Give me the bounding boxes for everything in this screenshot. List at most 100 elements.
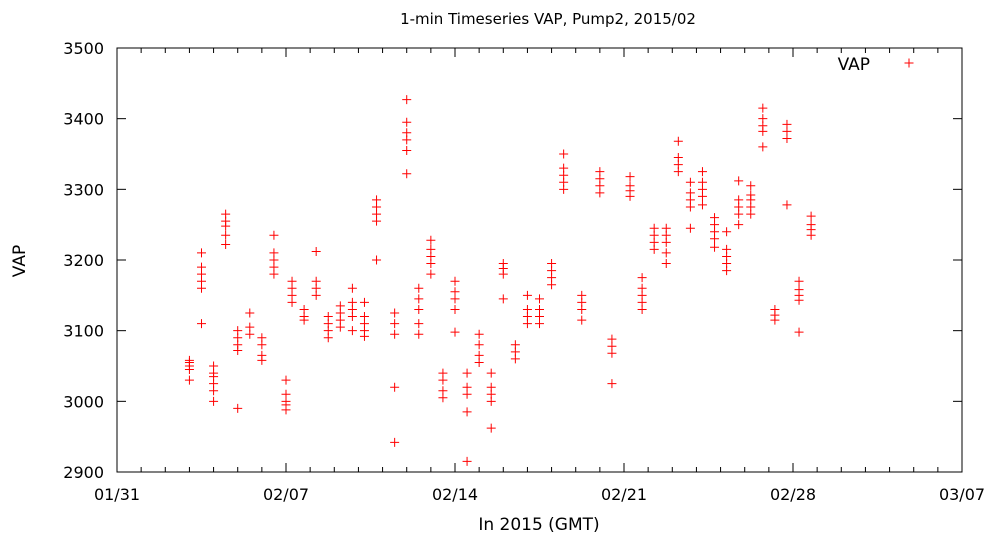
data-point [782, 200, 792, 210]
data-point [245, 308, 255, 318]
data-point [758, 103, 768, 113]
data-point [535, 319, 544, 329]
data-point [734, 209, 744, 219]
data-point [522, 290, 532, 300]
data-point [209, 396, 219, 406]
axes-layer: 2900 3000 3100 3200 3300 3400 3500 01/31 02/07 02… [63, 39, 985, 504]
data-point [462, 407, 472, 417]
data-point [577, 304, 587, 314]
plot-frame [116, 47, 963, 473]
data-point [607, 348, 617, 358]
x-tick-label: 02/21 [601, 485, 647, 504]
legend-marker-vap [904, 58, 914, 68]
data-point [221, 239, 231, 249]
data-point [209, 386, 219, 396]
data-point [722, 227, 732, 237]
data-point [758, 126, 768, 136]
y-tick-label: 3200 [63, 251, 104, 270]
data-point [299, 315, 309, 325]
data-point [221, 230, 231, 240]
data-point [746, 181, 756, 191]
legend-marker-symbol [904, 58, 914, 68]
data-point [287, 297, 297, 307]
x-tick-label: 02/28 [770, 485, 816, 504]
data-point [522, 319, 532, 329]
data-point [510, 354, 520, 364]
data-point [281, 405, 291, 415]
data-point [685, 223, 695, 233]
data-point [450, 294, 460, 304]
data-point [414, 283, 424, 293]
data-point [197, 248, 206, 258]
data-point [184, 365, 194, 375]
data-point [347, 283, 357, 293]
data-point [607, 379, 617, 389]
data-point [221, 221, 231, 231]
data-point [257, 340, 267, 350]
x-tick-label: 01/31 [94, 485, 140, 504]
data-point [197, 283, 206, 293]
data-point [426, 235, 436, 245]
data-point [595, 188, 605, 198]
data-point [535, 294, 544, 304]
data-point [559, 184, 569, 194]
data-point [402, 117, 412, 127]
y-tick-label: 3400 [63, 110, 104, 129]
y-axis-label: VAP [10, 245, 30, 277]
data-point [486, 423, 496, 433]
data-point [661, 259, 671, 269]
data-point [486, 396, 496, 406]
data-point [390, 319, 400, 329]
data-point [390, 329, 400, 339]
data-point [758, 142, 768, 152]
data-point [184, 355, 194, 365]
data-point [269, 230, 279, 240]
data-point [402, 135, 412, 145]
data-point [281, 375, 291, 385]
data-point [414, 319, 424, 329]
data-point [625, 191, 635, 201]
data-point [498, 269, 508, 279]
data-point [438, 375, 448, 385]
data-point [311, 290, 321, 300]
data-point [474, 357, 484, 367]
data-point [450, 304, 460, 314]
data-point [372, 216, 382, 226]
data-point [347, 326, 357, 336]
data-point [426, 259, 436, 269]
legend-label-vap: VAP [838, 55, 870, 75]
data-point [257, 355, 267, 365]
data-point [462, 456, 472, 466]
data-point [782, 133, 792, 143]
data-point [426, 269, 436, 279]
data-point [414, 329, 424, 339]
data-point [450, 276, 460, 286]
data-point [245, 329, 255, 339]
data-point [402, 145, 412, 155]
data-point [661, 248, 671, 258]
data-point [625, 172, 635, 182]
y-tick-label: 3300 [63, 180, 104, 199]
data-point [734, 220, 744, 230]
x-tick-label: 02/14 [432, 485, 478, 504]
data-point [347, 312, 357, 322]
data-point [311, 247, 321, 257]
data-point [474, 340, 484, 350]
data-point [722, 266, 732, 276]
data-point [414, 294, 424, 304]
data-point [197, 319, 206, 329]
data-point [359, 297, 369, 307]
data-point [746, 209, 756, 219]
data-point [685, 177, 695, 187]
data-point [794, 276, 804, 286]
data-point [438, 393, 448, 403]
data-point [359, 331, 369, 341]
data-point [673, 136, 683, 146]
data-point [559, 149, 569, 159]
data-point [685, 202, 695, 212]
data-point [402, 95, 412, 105]
data-point [390, 308, 400, 318]
data-point [498, 294, 508, 304]
